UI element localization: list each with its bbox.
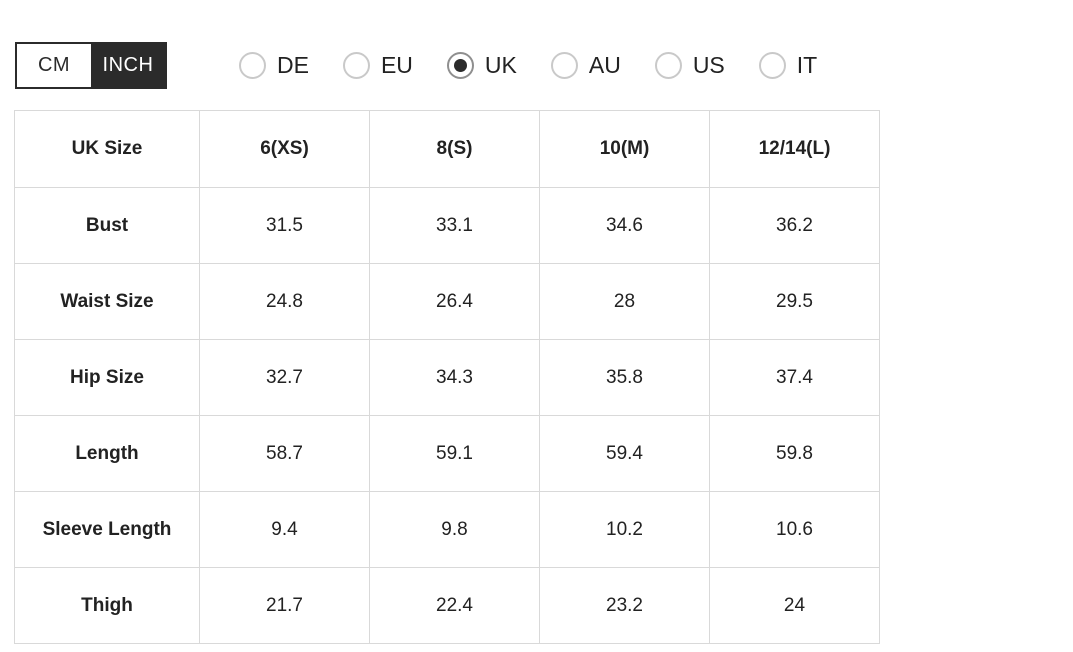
row-label: Hip Size [14, 339, 200, 416]
column-header: UK Size [14, 110, 200, 188]
size-value: 22.4 [369, 567, 540, 644]
column-header: 6(XS) [199, 110, 370, 188]
size-value: 59.8 [709, 415, 880, 492]
radio-dot-icon [453, 59, 467, 72]
region-option-au[interactable]: AU [550, 52, 621, 79]
size-value: 36.2 [709, 187, 880, 264]
radio-icon[interactable] [342, 52, 370, 79]
column-header: 12/14(L) [709, 110, 880, 188]
size-value: 28 [539, 263, 710, 340]
table-row: Bust 31.5 33.1 34.6 36.2 [14, 187, 880, 264]
region-option-it[interactable]: IT [758, 52, 818, 79]
size-value: 58.7 [199, 415, 370, 492]
size-value: 23.2 [539, 567, 710, 644]
row-label: Length [14, 415, 200, 492]
size-value: 32.7 [199, 339, 370, 416]
row-label: Bust [14, 187, 200, 264]
row-label: Waist Size [14, 263, 200, 340]
table-row: Thigh 21.7 22.4 23.2 24 [14, 567, 880, 644]
size-value: 37.4 [709, 339, 880, 416]
table-header-row: UK Size 6(XS) 8(S) 10(M) 12/14(L) [14, 110, 880, 188]
size-value: 34.3 [369, 339, 540, 416]
row-label: Thigh [14, 567, 200, 644]
region-option-eu[interactable]: EU [342, 52, 413, 79]
region-option-label: IT [796, 52, 818, 78]
table-row: Length 58.7 59.1 59.4 59.8 [14, 415, 880, 492]
size-value: 35.8 [539, 339, 710, 416]
region-option-label: AU [588, 52, 621, 78]
region-option-us[interactable]: US [654, 52, 725, 79]
size-value: 24.8 [199, 263, 370, 340]
size-value: 10.6 [709, 491, 880, 568]
size-chart-table: UK Size 6(XS) 8(S) 10(M) 12/14(L) Bust 31.5 33… [14, 110, 880, 644]
radio-icon[interactable] [758, 52, 786, 79]
size-value: 9.4 [199, 491, 370, 568]
table-row: Waist Size 24.8 26.4 28 29.5 [14, 263, 880, 340]
radio-selected-icon[interactable] [446, 52, 474, 79]
size-value: 33.1 [369, 187, 540, 264]
radio-icon[interactable] [550, 52, 578, 79]
region-option-label: DE [277, 52, 309, 78]
region-option-label: US [692, 52, 725, 78]
row-label: Sleeve Length [14, 491, 200, 568]
size-value: 29.5 [709, 263, 880, 340]
size-value: 21.7 [199, 567, 370, 644]
size-value: 24 [709, 567, 880, 644]
table-row: Hip Size 32.7 34.3 35.8 37.4 [14, 339, 880, 416]
size-value: 59.4 [539, 415, 710, 492]
size-value: 31.5 [199, 187, 370, 264]
column-header: 10(M) [539, 110, 710, 188]
radio-icon[interactable] [239, 52, 266, 79]
region-option-label: UK [484, 52, 517, 78]
region-option-uk[interactable]: UK [446, 52, 517, 79]
radio-icon[interactable] [654, 52, 682, 79]
size-value: 59.1 [369, 415, 540, 492]
unit-option-cm[interactable]: CM [17, 44, 91, 87]
size-value: 10.2 [539, 491, 710, 568]
region-option-de[interactable]: DE [239, 52, 309, 79]
region-option-label: EU [380, 52, 413, 78]
size-value: 34.6 [539, 187, 710, 264]
table-row: Sleeve Length 9.4 9.8 10.2 10.6 [14, 491, 880, 568]
region-selector: DE EU UK AU US IT [239, 42, 817, 89]
unit-option-inch[interactable]: INCH [91, 44, 165, 87]
unit-toggle: CM INCH [15, 42, 167, 89]
table-header: UK Size 6(XS) 8(S) 10(M) 12/14(L) [14, 110, 880, 188]
size-value: 26.4 [369, 263, 540, 340]
column-header: 8(S) [369, 110, 540, 188]
size-value: 9.8 [369, 491, 540, 568]
table-body: Bust 31.5 33.1 34.6 36.2 Waist Size 24.8 26.4 28… [14, 187, 880, 644]
